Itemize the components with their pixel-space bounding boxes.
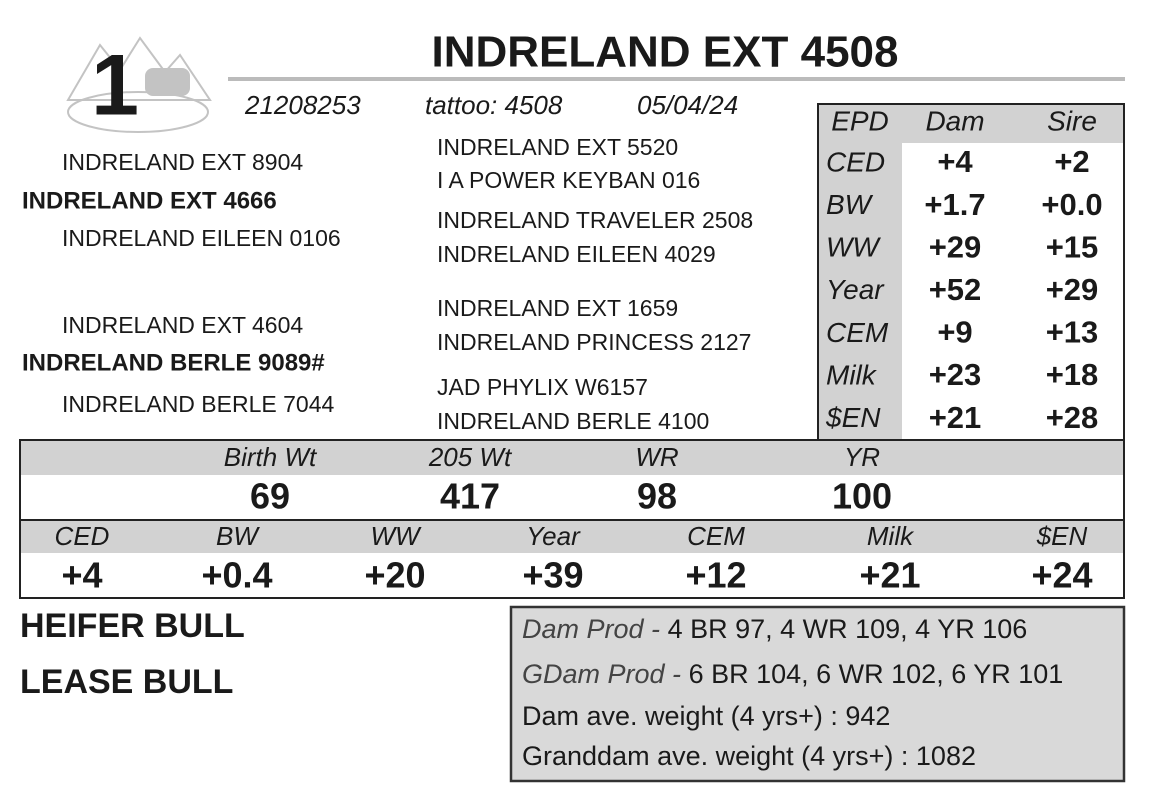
great-grandparent: INDRELAND PRINCESS 2127 [437, 329, 751, 355]
production-label: GDam Prod - [522, 659, 681, 689]
note: HEIFER BULL [20, 607, 245, 645]
epd-value: +20 [364, 555, 425, 596]
performance-label: 205 Wt [428, 442, 513, 472]
production-line: Dam Prod - 4 BR 97, 4 WR 109, 4 YR 106 [522, 614, 1027, 644]
title: INDRELAND EXT 4508 [431, 28, 898, 77]
great-grandparent: INDRELAND EXT 1659 [437, 295, 678, 321]
epd-label: Year [826, 274, 885, 305]
dam-dam: INDRELAND BERLE 7044 [62, 391, 334, 417]
performance-value: 98 [637, 476, 677, 517]
epd-value: +39 [522, 555, 583, 596]
production-text: 6 BR 104, 6 WR 102, 6 YR 101 [689, 659, 1064, 689]
epd-label: CEM [826, 317, 889, 348]
epd-value: +13 [1046, 315, 1099, 350]
epd-label: $EN [1036, 521, 1088, 551]
spacer [660, 614, 668, 644]
registration: 21208253 [244, 90, 361, 120]
epd-label: CEM [687, 521, 745, 551]
epd-label: CED [826, 146, 885, 177]
production-box [509, 605, 1126, 783]
performance-label: Birth Wt [224, 442, 318, 472]
performance-label: WR [635, 442, 678, 472]
epd-value: +18 [1046, 357, 1099, 392]
epd-label: Milk [826, 359, 878, 390]
sire-sire: INDRELAND EXT 8904 [62, 149, 303, 175]
performance-value: 69 [250, 476, 290, 517]
epd-value: +24 [1031, 555, 1092, 596]
epd-value: +4 [937, 144, 973, 179]
epd-value: +29 [1046, 272, 1099, 307]
epd-header: Dam [925, 105, 984, 136]
performance-value: 100 [832, 476, 892, 517]
production-line: Granddam ave. weight (4 yrs+) : 1082 [522, 741, 976, 771]
production-line: Dam ave. weight (4 yrs+) : 942 [522, 701, 890, 731]
performance-label: YR [844, 442, 880, 472]
production-text: Dam ave. weight (4 yrs+) : 942 [522, 701, 890, 731]
epd-value: +0.0 [1041, 187, 1102, 222]
performance-value: 417 [440, 476, 500, 517]
epd-label-bg [21, 521, 1123, 553]
great-grandparent: INDRELAND EXT 5520 [437, 134, 678, 160]
epd-value: +9 [937, 315, 972, 350]
great-grandparent: I A POWER KEYBAN 016 [437, 167, 700, 193]
production-text: 4 BR 97, 4 WR 109, 4 YR 106 [668, 614, 1028, 644]
epd-header: Sire [1047, 105, 1097, 136]
great-grandparent: INDRELAND TRAVELER 2508 [437, 207, 753, 233]
epd-value: +23 [929, 357, 982, 392]
dam-sire: INDRELAND EXT 4604 [62, 312, 303, 338]
epd-label: $EN [825, 402, 881, 433]
production-text: Granddam ave. weight (4 yrs+) : 1082 [522, 741, 976, 771]
epd-value: +4 [61, 555, 102, 596]
spacer [681, 659, 689, 689]
great-grandparent: JAD PHYLIX W6157 [437, 374, 648, 400]
logo [66, 36, 212, 133]
epd-header: EPD [831, 105, 889, 136]
dam: INDRELAND BERLE 9089# [22, 349, 325, 376]
epd-label: Year [526, 521, 581, 551]
epd-value: +52 [929, 272, 982, 307]
sire: INDRELAND EXT 4666 [22, 187, 277, 214]
production-label: Dam Prod - [522, 614, 660, 644]
epd-label: WW [826, 232, 881, 263]
epd-value: +12 [685, 555, 746, 596]
epd-value: +1.7 [924, 187, 985, 222]
tattoo: tattoo: 4508 [425, 90, 563, 120]
epd-label-bg [819, 143, 902, 439]
epd-label: CED [55, 521, 110, 551]
lot-number: 1 [91, 38, 139, 134]
note: LEASE BULL [20, 663, 233, 701]
epd-label: Milk [867, 521, 915, 551]
epd-label: BW [826, 189, 874, 220]
epd-value: +15 [1046, 229, 1099, 264]
epd-value: +21 [859, 555, 920, 596]
great-grandparent: INDRELAND BERLE 4100 [437, 408, 709, 434]
production-line: GDam Prod - 6 BR 104, 6 WR 102, 6 YR 101 [522, 659, 1063, 689]
epd-label: BW [216, 521, 260, 551]
birth-date: 05/04/24 [637, 90, 738, 120]
performance-label-bg [21, 441, 1123, 475]
epd-value: +21 [929, 400, 982, 435]
epd-value: +29 [929, 229, 982, 264]
sire-dam: INDRELAND EILEEN 0106 [62, 225, 341, 251]
great-grandparent: INDRELAND EILEEN 4029 [437, 241, 716, 267]
epd-header-bg [819, 105, 1123, 143]
epd-value: +0.4 [201, 555, 272, 596]
epd-value: +28 [1046, 400, 1099, 435]
epd-label: WW [370, 521, 422, 551]
epd-value: +2 [1054, 144, 1089, 179]
